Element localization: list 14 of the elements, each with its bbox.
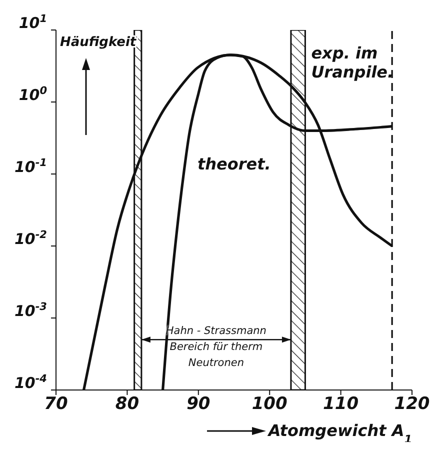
y-tick-label: 10$^{-1}$ (14, 157, 47, 176)
y-tick-label: 10$^{-2}$ (14, 229, 47, 248)
x-tick-label: 90 (186, 394, 210, 414)
series-label: theoret. (197, 154, 271, 174)
x-tick-label: 120 (394, 394, 430, 414)
x-tick-label: 110 (323, 394, 359, 414)
y-tick-label: 10$^{-3}$ (14, 301, 47, 320)
x-tick-label: 100 (252, 394, 288, 414)
y-tick-label: 10$^{0}$ (18, 85, 47, 104)
y-tick-label: 10$^{-4}$ (14, 373, 47, 392)
x-tick-label: 80 (115, 394, 140, 414)
series-label: exp. im Uranpile. (311, 44, 394, 82)
y-tick-label: 10$^{1}$ (18, 13, 47, 32)
x-tick-label: 70 (44, 394, 68, 414)
